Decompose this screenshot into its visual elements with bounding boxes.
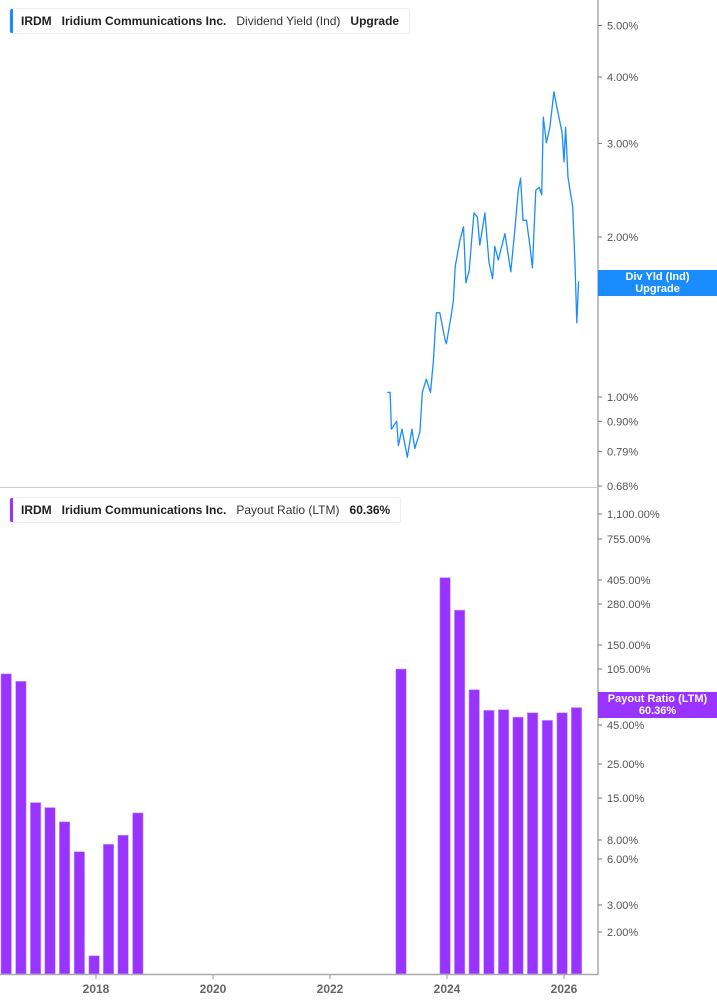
- payout-bar: [468, 689, 480, 975]
- legend-company: Iridium Communications Inc.: [61, 503, 227, 517]
- payout-bar: [541, 720, 553, 975]
- y-tick-label: 3.00%: [607, 138, 638, 150]
- x-tick-label: 2020: [200, 982, 227, 996]
- y-tick-label: 2.00%: [607, 927, 638, 939]
- payout-bar: [556, 712, 568, 975]
- payout-bar: [395, 668, 407, 975]
- payout-bar: [73, 851, 85, 975]
- y-tick-label: 45.00%: [607, 720, 645, 732]
- y-tick-label: 150.00%: [607, 640, 651, 652]
- payout-bar: [0, 673, 12, 975]
- y-tick-label: 8.00%: [607, 835, 638, 847]
- payout-bar: [512, 716, 524, 975]
- y-tick-label: 280.00%: [607, 599, 651, 611]
- payout-bar: [454, 609, 466, 975]
- payout-bar: [527, 712, 539, 975]
- x-tick-label: 2026: [551, 982, 578, 996]
- dividend-yield-line: [387, 91, 580, 458]
- payout-bar: [117, 834, 129, 975]
- bottom-legend: IRDM Iridium Communications Inc. Payout …: [9, 497, 402, 523]
- payout-axis-tag: Payout Ratio (LTM) 60.36%: [598, 692, 717, 718]
- y-tick-label: 6.00%: [607, 854, 638, 866]
- payout-bar: [439, 577, 451, 975]
- legend-metric: Dividend Yield (Ind): [236, 14, 341, 28]
- x-tick-label: 2024: [434, 982, 461, 996]
- payout-bar: [15, 680, 27, 975]
- payout-bar: [30, 802, 42, 975]
- legend-value: 60.36%: [349, 503, 391, 517]
- legend-ticker: IRDM: [21, 14, 52, 28]
- payout-bar: [498, 709, 510, 975]
- payout-bar: [132, 812, 144, 975]
- y-tick-label: 0.79%: [607, 446, 638, 458]
- payout-bar: [44, 807, 56, 975]
- legend-metric: Payout Ratio (LTM): [236, 503, 340, 517]
- y-tick-label: 25.00%: [607, 759, 645, 771]
- payout-ratio-pane: [0, 577, 583, 975]
- payout-bar: [88, 955, 100, 975]
- y-tick-label: 0.68%: [607, 481, 638, 493]
- axis-tag-label: Div Yld (Ind): [625, 271, 690, 283]
- axis-tag-label: Payout Ratio (LTM): [607, 693, 708, 705]
- y-tick-label: 4.00%: [607, 72, 638, 84]
- y-tick-label: 2.00%: [607, 232, 638, 244]
- y-tick-label: 105.00%: [607, 664, 651, 676]
- y-tick-label: 5.00%: [607, 20, 638, 32]
- y-tick-label: 405.00%: [607, 575, 651, 587]
- y-tick-label: 0.90%: [607, 416, 638, 428]
- upgrade-link[interactable]: Upgrade: [635, 283, 680, 295]
- y-tick-label: 755.00%: [607, 534, 651, 546]
- payout-bar: [483, 710, 495, 975]
- x-tick-label: 2022: [317, 982, 344, 996]
- axis-tag-value: 60.36%: [638, 705, 677, 717]
- y-tick-label: 1.00%: [607, 392, 638, 404]
- yield-axis-tag[interactable]: Div Yld (Ind) Upgrade: [598, 270, 717, 296]
- y-tick-label: 3.00%: [607, 900, 638, 912]
- payout-bar: [59, 821, 71, 975]
- series-color-swatch: [10, 498, 13, 522]
- y-tick-label: 15.00%: [607, 793, 645, 805]
- legend-ticker: IRDM: [21, 503, 52, 517]
- payout-bar: [102, 843, 115, 975]
- payout-bar: [570, 707, 583, 975]
- y-tick-label: 1,100.00%: [607, 509, 660, 521]
- legend-company: Iridium Communications Inc.: [61, 14, 227, 28]
- top-legend: IRDM Iridium Communications Inc. Dividen…: [9, 8, 411, 34]
- upgrade-link[interactable]: Upgrade: [350, 14, 400, 28]
- series-color-swatch: [10, 9, 13, 33]
- x-tick-label: 2018: [83, 982, 110, 996]
- dividend-yield-pane: [387, 91, 580, 458]
